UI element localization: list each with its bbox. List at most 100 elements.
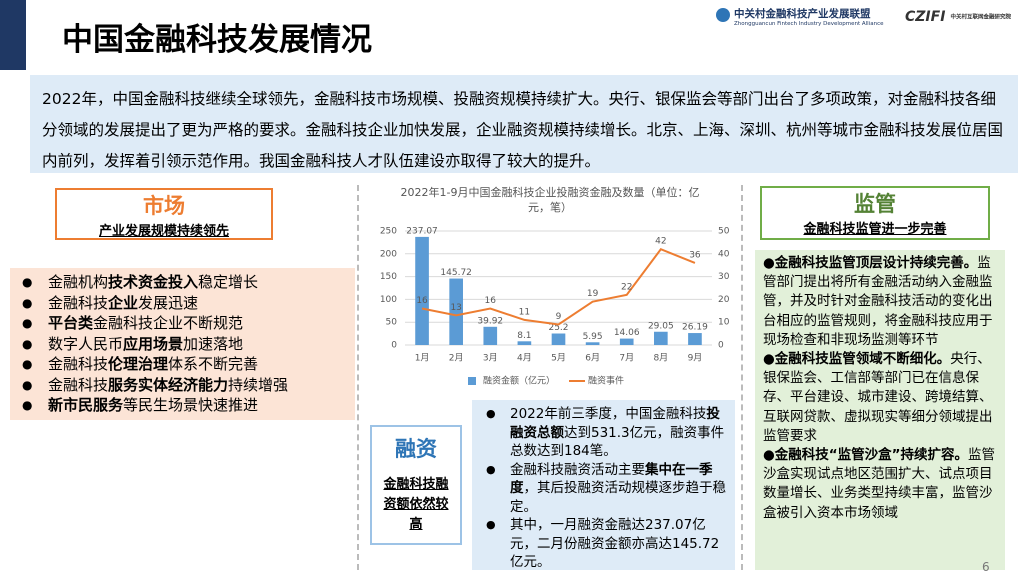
text-run: ●金融科技“监管沙盒”持续扩容。 bbox=[763, 447, 969, 464]
x-tick-label: 6月 bbox=[585, 353, 600, 364]
data-label: 39.92 bbox=[477, 316, 503, 326]
text-run: 新市民服务 bbox=[48, 396, 124, 414]
text-run: 伦理治理 bbox=[108, 355, 169, 373]
data-label: 11 bbox=[519, 307, 530, 317]
text-run: 平台类 bbox=[48, 314, 94, 332]
org-name: 中关村金融科技产业发展联盟 bbox=[734, 8, 871, 20]
data-label: 16 bbox=[485, 296, 497, 306]
data-label: 42 bbox=[655, 237, 666, 247]
market-subtitle: 产业发展规模持续领先 bbox=[98, 224, 229, 239]
market-title: 市场 bbox=[143, 194, 185, 218]
text-run: ●金融科技监管领域不断细化。 bbox=[763, 351, 951, 368]
bullet: 新市民服务等民生场景快速推进 bbox=[20, 395, 355, 416]
x-tick-label: 8月 bbox=[653, 353, 668, 364]
y-tick-label: 100 bbox=[380, 295, 397, 305]
bullet: 金融科技伦理治理体系不断完善 bbox=[20, 354, 355, 375]
y-tick-label: 250 bbox=[380, 227, 397, 237]
bullet: ●金融科技“监管沙盒”持续扩容。监管沙盒实现试点地区范围扩大、试点项目数量增长、… bbox=[763, 446, 999, 523]
text-run: 金融科技企业不断规范 bbox=[93, 314, 244, 332]
bullet: 其中，一月融资金融达237.07亿元，二月份融资金额亦高达145.72亿元。 bbox=[480, 516, 727, 572]
regulation-text: ●金融科技监管顶层设计持续完善。监管部门提出将所有金融活动纳入金融监管，并及时针… bbox=[755, 250, 1005, 570]
text-run: 企业 bbox=[108, 293, 139, 312]
y2-tick-label: 10 bbox=[718, 318, 730, 328]
y2-tick-label: 50 bbox=[718, 227, 730, 237]
bar bbox=[449, 278, 463, 345]
text-run: 金融科技融资活动主要 bbox=[510, 461, 645, 478]
text-run: 应用场景 bbox=[123, 334, 184, 353]
y-tick-label: 0 bbox=[391, 341, 397, 351]
text-run: 监管沙盒实现试点地区范围扩大、试点项目数量增长、业务类型持续丰富，监管沙盒被引入… bbox=[763, 447, 996, 521]
text-run: 金融科技 bbox=[48, 355, 109, 373]
bullet: 金融科技企业发展迅速 bbox=[20, 293, 355, 314]
x-tick-label: 3月 bbox=[483, 353, 498, 364]
text-run: 达到531.3亿元，融资事件总数达到184笔。 bbox=[510, 424, 725, 460]
x-tick-label: 1月 bbox=[415, 353, 430, 364]
regulation-subtitle: 金融科技监管进一步完善 bbox=[803, 222, 947, 237]
bar bbox=[415, 236, 429, 345]
bar bbox=[688, 333, 702, 345]
text-run: 技术资金投入 bbox=[108, 273, 199, 291]
text-run: 数字人民币 bbox=[48, 334, 124, 353]
text-run: 集中在一季度 bbox=[510, 461, 713, 497]
separator bbox=[741, 185, 743, 570]
data-label: 14.06 bbox=[614, 328, 640, 338]
y-tick-label: 150 bbox=[380, 272, 397, 282]
finance-bullets: 2022年前三季度，中国金融科技投融资总额达到531.3亿元，融资事件总数达到1… bbox=[472, 400, 735, 570]
finance-subtitle: 金融科技融资额依然较高 bbox=[383, 477, 449, 532]
data-label: 145.72 bbox=[440, 268, 472, 278]
data-label: 36 bbox=[689, 250, 701, 260]
bullet: 金融科技融资活动主要集中在一季度，其后投融资活动规模逐步趋于稳定。 bbox=[480, 461, 727, 517]
bar bbox=[585, 342, 600, 345]
intro: 2022年，中国金融科技继续全球领先，金融科技市场规模、投融资规模持续扩大。央行… bbox=[30, 75, 1018, 173]
bullet: 2022年前三季度，中国金融科技投融资总额达到531.3亿元，融资事件总数达到1… bbox=[480, 405, 727, 461]
data-label: 25.2 bbox=[548, 323, 568, 333]
legend-label: 融资金额（亿元） bbox=[483, 375, 555, 387]
org-logo-2: CZIFI 中关村互联网金融研究院 bbox=[905, 6, 1020, 25]
logo-org: 中关村互联网金融研究院 bbox=[950, 14, 1012, 21]
text-run: 稳定增长 bbox=[198, 273, 259, 291]
y2-tick-label: 40 bbox=[718, 249, 730, 259]
y-tick-label: 50 bbox=[386, 318, 398, 328]
data-label: 5.95 bbox=[583, 332, 603, 342]
text-run: 加速落地 bbox=[183, 334, 244, 353]
regulation-title: 监管 bbox=[854, 192, 896, 216]
text-run: ，其后投融资活动规模逐步趋于稳定。 bbox=[510, 480, 726, 515]
data-label: 9 bbox=[556, 312, 562, 322]
legend-swatch bbox=[468, 377, 476, 385]
market-bullets: 金融机构技术资金投入稳定增长金融科技企业发展迅速平台类金融科技企业不断规范数字人… bbox=[10, 268, 355, 420]
finance-title: 融资 bbox=[395, 437, 437, 461]
bar bbox=[619, 338, 634, 345]
text-run: 监管部门提出将所有金融活动纳入金融监管，并及时针对金融科技活动的变化出台相应的监… bbox=[763, 255, 993, 348]
bullet: 平台类金融科技企业不断规范 bbox=[20, 313, 355, 334]
bar bbox=[551, 333, 566, 345]
x-tick-label: 9月 bbox=[688, 353, 703, 364]
bar bbox=[654, 331, 668, 345]
slide-title: 中国金融科技发展情况 bbox=[0, 0, 420, 70]
y2-tick-label: 30 bbox=[718, 272, 730, 282]
text-run: 投融资总额 bbox=[510, 406, 720, 441]
y2-tick-label: 20 bbox=[718, 295, 730, 305]
x-tick-label: 4月 bbox=[517, 353, 532, 364]
data-label: 8.1 bbox=[517, 331, 531, 341]
text-run: 发展迅速 bbox=[138, 293, 199, 312]
org-name-en: Zhongguancun Fintech Industry Developmen… bbox=[734, 21, 884, 27]
y-tick-label: 200 bbox=[380, 249, 397, 259]
bullet: ●金融科技监管顶层设计持续完善。监管部门提出将所有金融活动纳入金融监管，并及时针… bbox=[763, 254, 999, 350]
x-tick-label: 7月 bbox=[619, 353, 634, 364]
bar bbox=[483, 326, 498, 345]
chart: 0 50 100 150 200 250 0 10 20 30 40 50 1月 2月 3月 4月 5月 6月 7月… bbox=[380, 226, 730, 387]
data-label: 13 bbox=[450, 303, 461, 313]
data-label: 19 bbox=[587, 289, 599, 299]
bullet: 金融科技服务实体经济能力持续增强 bbox=[20, 375, 355, 396]
separator bbox=[357, 185, 359, 570]
x-tick-label: 5月 bbox=[551, 353, 566, 364]
bar bbox=[517, 341, 532, 345]
chart-title: 2022年1-9月中国金融科技企业投融资金融及数量（单位：亿元，笔） bbox=[400, 186, 700, 214]
regulation-header: 监管 金融科技监管进一步完善 bbox=[760, 186, 990, 240]
text-run: 金融机构 bbox=[48, 273, 109, 291]
x-tick-label: 2月 bbox=[449, 353, 464, 364]
finance-header: 融资 金融科技融资额依然较高 bbox=[370, 425, 462, 545]
text-run: 持续增强 bbox=[228, 375, 289, 394]
text-run: 金融科技 bbox=[48, 293, 109, 312]
